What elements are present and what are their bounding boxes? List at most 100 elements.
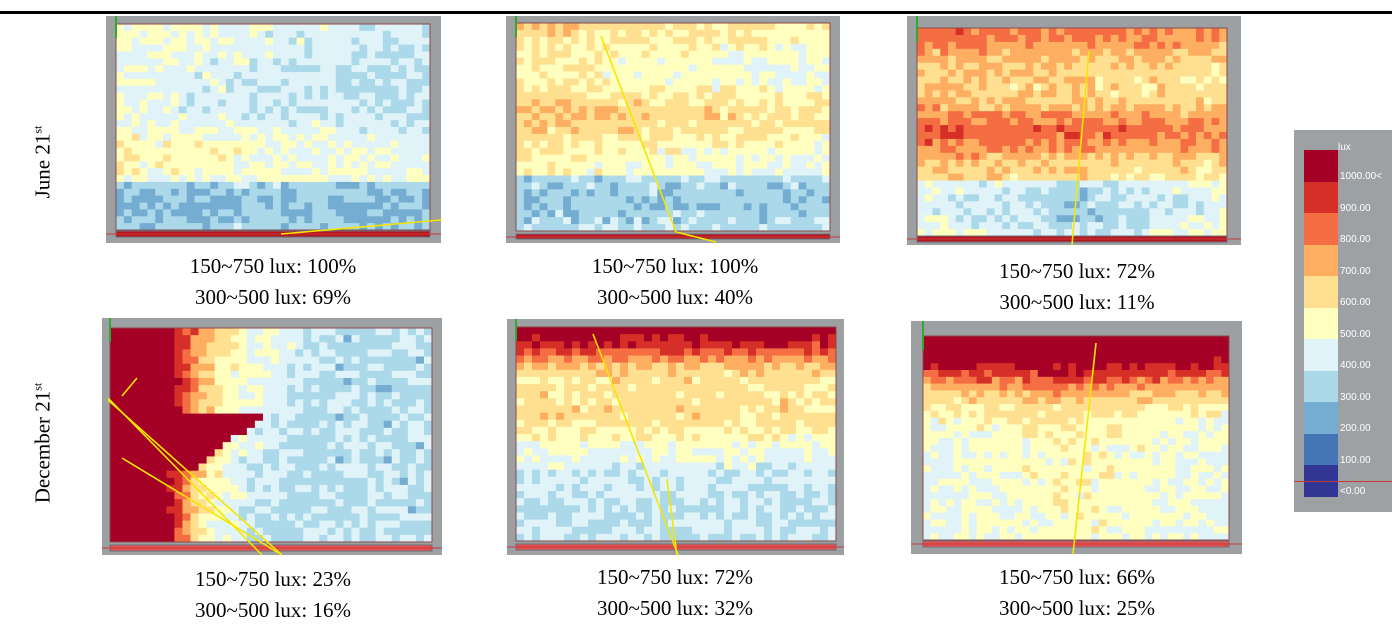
heatmap-cell (218, 100, 226, 107)
heatmap-cell (1157, 70, 1165, 77)
heatmap-cell (1142, 49, 1150, 56)
heatmap-cell (956, 35, 964, 42)
heatmap-cell (925, 104, 933, 111)
heatmap-cell (392, 392, 400, 400)
heatmap-cell (1018, 63, 1026, 70)
heatmap-cell (295, 471, 303, 479)
heatmap-cell (540, 182, 548, 189)
heatmap-cell (126, 506, 134, 514)
heatmap-cell (1157, 201, 1165, 208)
heatmap-cell (147, 182, 155, 189)
heatmap-cell (716, 341, 724, 349)
heatmap-cell (1103, 194, 1111, 201)
heatmap-cell (1026, 104, 1034, 111)
heatmap-cell (1111, 201, 1119, 208)
heatmap-cell (126, 371, 134, 379)
heatmap-cell (572, 327, 580, 335)
heatmap-cell (265, 134, 273, 141)
heatmap-cell (424, 485, 432, 493)
heatmap-cell (327, 335, 335, 343)
heatmap-cell (610, 99, 618, 106)
heatmap-cell (556, 341, 564, 349)
heatmap-cell (540, 65, 548, 72)
heatmap-cell (191, 421, 199, 429)
heatmap-cell (956, 132, 964, 139)
heatmap-cell (171, 161, 179, 168)
heatmap-cell (1041, 222, 1049, 229)
heatmap-cell (532, 141, 540, 148)
heatmap-cell (392, 521, 400, 529)
heatmap-cell (649, 210, 657, 217)
heatmap-cell (697, 176, 705, 183)
heatmap-cell (547, 99, 555, 106)
heatmap-cell (328, 51, 336, 58)
heatmap-cell (948, 28, 956, 35)
heatmap-cell (391, 134, 399, 141)
heatmap-cell (1126, 70, 1134, 77)
heatmap-cell (642, 51, 650, 58)
heatmap-cell (191, 392, 199, 400)
heatmap-cell (681, 30, 689, 37)
heatmap-cell (335, 349, 343, 357)
heatmap-cell (532, 85, 540, 92)
heatmap-cell (166, 528, 174, 536)
heatmap-cell (1219, 201, 1227, 208)
heatmap-cell (783, 99, 791, 106)
heatmap-cell (343, 414, 351, 422)
heatmap-cell (814, 141, 822, 148)
heatmap-cell (295, 506, 303, 514)
heatmap-cell (273, 24, 281, 31)
heatmap-cell (775, 120, 783, 127)
heatmap-cell (320, 79, 328, 86)
heatmap-cell (626, 134, 634, 141)
heatmap-cell (311, 435, 319, 443)
heatmap-cell (728, 120, 736, 127)
heatmap-cell (132, 141, 140, 148)
heatmap-cell (1204, 201, 1212, 208)
heatmap-cell (368, 464, 376, 472)
heatmap-cell (336, 86, 344, 93)
heatmap-cell (289, 86, 297, 93)
heatmap-cell (820, 327, 828, 335)
heatmap-cell (1088, 83, 1096, 90)
heatmap-cell (579, 30, 587, 37)
heatmap-cell (971, 208, 979, 215)
heatmap-cell (516, 348, 524, 356)
heatmap-cell (384, 456, 392, 464)
heatmap-cell (971, 49, 979, 56)
heatmap-cell (1057, 208, 1065, 215)
heatmap-cell (335, 328, 343, 336)
heatmap-cell (555, 85, 563, 92)
heatmap-cell (1157, 97, 1165, 104)
heatmap-cell (414, 86, 422, 93)
heatmap-cell (223, 442, 231, 450)
heatmap-cell (1026, 139, 1034, 146)
heatmap-cell (524, 30, 532, 37)
heatmap-cell (1134, 77, 1142, 84)
heatmap-cell (979, 187, 987, 194)
heatmap-cell (791, 182, 799, 189)
heatmap-cell (155, 175, 163, 182)
heatmap-cell (406, 51, 414, 58)
heatmap-cell (311, 357, 319, 365)
heatmap-cell (155, 189, 163, 196)
heatmap-cell (571, 189, 579, 196)
heatmap-cell (179, 24, 187, 31)
heatmap-cell (247, 506, 255, 514)
heatmap-cell (736, 120, 744, 127)
heatmap-cell (964, 229, 972, 236)
heatmap-cell (424, 342, 432, 350)
heatmap-cell (408, 421, 416, 429)
heatmap-cell (234, 51, 242, 58)
heatmap-cell (367, 51, 375, 58)
heatmap-cell (312, 113, 320, 120)
heatmap-cell (716, 327, 724, 335)
heatmap-cell (247, 449, 255, 457)
heatmap-cell (964, 208, 972, 215)
heatmap-cell (158, 499, 166, 507)
heatmap-cell (752, 37, 760, 44)
heatmap-cell (532, 37, 540, 44)
heatmap-cell (602, 196, 610, 203)
heatmap-cell (202, 148, 210, 155)
heatmap-cell (1157, 104, 1165, 111)
